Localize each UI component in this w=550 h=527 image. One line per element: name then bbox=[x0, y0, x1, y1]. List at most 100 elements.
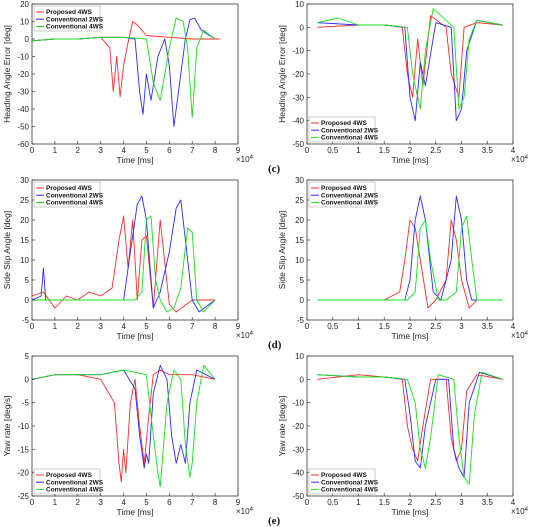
y-tick-label: -30 bbox=[292, 93, 304, 102]
series-line-3 bbox=[317, 8, 503, 110]
x-tick-label: 8 bbox=[213, 146, 218, 155]
y-tick-label: -5 bbox=[297, 316, 305, 325]
y-tick-label: -50 bbox=[292, 492, 304, 501]
y-tick-label: -20 bbox=[292, 422, 304, 431]
x-tick-label: 1 bbox=[53, 498, 58, 507]
y-tick-label: 20 bbox=[295, 216, 304, 225]
legend-box bbox=[33, 5, 101, 32]
x-tick-label: 0 bbox=[30, 322, 35, 331]
x-axis-label: Time [ms] bbox=[117, 507, 154, 517]
legend-label: Conventional 4WS bbox=[46, 24, 104, 31]
series-line-3 bbox=[31, 364, 216, 488]
legend-label: Conventional 4WS bbox=[321, 487, 379, 494]
legend-label: Conventional 4WS bbox=[46, 487, 104, 494]
legend-box bbox=[33, 468, 101, 495]
y-tick-label: 0 bbox=[25, 296, 30, 305]
x-tick-label: 8 bbox=[213, 322, 218, 331]
x-tick-label: 3 bbox=[459, 322, 464, 331]
x-tick-label: 3 bbox=[459, 498, 464, 507]
x-tick-label: 0 bbox=[305, 322, 310, 331]
x-tick-label: 1 bbox=[356, 498, 361, 507]
chart-yaw-left: 0 1 2 3 4 5 6 7 8 9 -25 -20 -15 -10 -5 0 5 ×104 Time [ms] Y… bbox=[2, 352, 254, 517]
y-tick-label: 20 bbox=[20, 0, 29, 9]
legend-box bbox=[308, 468, 376, 495]
x-exponent: ×104 bbox=[511, 331, 529, 340]
x-tick-label: 2.5 bbox=[430, 322, 442, 331]
series-line-1 bbox=[31, 369, 216, 483]
y-tick-label: 0 bbox=[300, 296, 305, 305]
y-tick-label: 5 bbox=[25, 352, 30, 361]
chart-heading-left: 0 1 2 3 4 5 6 7 8 9 -60 -50 -40 -30 -20 -10 0 10 20 ×104 Tim… bbox=[2, 0, 254, 165]
y-tick-label: -40 bbox=[17, 105, 29, 114]
x-axis-label: Time [ms] bbox=[392, 507, 429, 517]
legend-label: Conventional 4WS bbox=[321, 135, 379, 142]
y-tick-label: -20 bbox=[17, 469, 29, 478]
y-tick-label: -5 bbox=[22, 316, 30, 325]
y-tick-label: -5 bbox=[22, 399, 30, 408]
x-tick-label: 0.5 bbox=[327, 322, 339, 331]
x-tick-label: 7 bbox=[190, 498, 195, 507]
legend-label: Conventional 2WS bbox=[321, 127, 379, 134]
y-tick-label: -20 bbox=[17, 70, 29, 79]
x-tick-label: 5 bbox=[144, 146, 149, 155]
y-tick-label: 0 bbox=[25, 35, 30, 44]
x-tick-label: 4 bbox=[121, 146, 126, 155]
x-tick-label: 1 bbox=[53, 322, 58, 331]
x-tick-label: 4 bbox=[121, 498, 126, 507]
legend-label: Conventional 4WS bbox=[46, 200, 104, 207]
x-tick-label: 1.5 bbox=[379, 146, 391, 155]
x-exponent: ×104 bbox=[511, 507, 529, 516]
y-axis-label: Heading Angle Error [deg] bbox=[277, 25, 287, 123]
x-tick-label: 6 bbox=[167, 146, 172, 155]
series-line-1 bbox=[317, 219, 503, 309]
x-axis-label: Time [ms] bbox=[392, 155, 429, 165]
x-axis-label: Time [ms] bbox=[117, 155, 154, 165]
caption-d: (d) bbox=[268, 339, 282, 351]
y-tick-label: -10 bbox=[17, 422, 29, 431]
y-tick-label: 10 bbox=[295, 256, 304, 265]
x-tick-label: 1 bbox=[356, 146, 361, 155]
x-axis-label: Time [ms] bbox=[117, 331, 154, 341]
y-tick-label: 15 bbox=[20, 236, 29, 245]
x-exponent: ×104 bbox=[236, 331, 254, 340]
y-axis-label: Side Slip Angle [deg] bbox=[277, 211, 287, 289]
x-tick-label: 7 bbox=[190, 146, 195, 155]
legend-label: Conventional 2WS bbox=[321, 479, 379, 486]
y-tick-label: 20 bbox=[20, 216, 29, 225]
y-axis-label: Yaw rate [deg/s] bbox=[2, 396, 12, 457]
y-tick-label: -30 bbox=[292, 445, 304, 454]
x-tick-label: 4 bbox=[121, 322, 126, 331]
x-tick-label: 2 bbox=[76, 146, 81, 155]
x-tick-label: 7 bbox=[190, 322, 195, 331]
legend-label: Conventional 2WS bbox=[46, 16, 104, 23]
y-tick-label: 10 bbox=[20, 18, 29, 27]
x-axis-label: Time [ms] bbox=[392, 331, 429, 341]
y-tick-label: 15 bbox=[295, 236, 304, 245]
x-tick-label: 6 bbox=[167, 322, 172, 331]
y-tick-label: 0 bbox=[300, 23, 305, 32]
y-tick-label: -25 bbox=[17, 492, 29, 501]
x-tick-label: 0 bbox=[305, 498, 310, 507]
legend-label: Proposed 4WS bbox=[321, 185, 368, 192]
x-tick-label: 3 bbox=[459, 146, 464, 155]
x-tick-label: 0 bbox=[30, 498, 35, 507]
x-tick-label: 1 bbox=[356, 322, 361, 331]
y-tick-label: 25 bbox=[20, 196, 29, 205]
series-line-3 bbox=[32, 215, 216, 313]
legend-box bbox=[33, 181, 101, 208]
y-tick-label: -20 bbox=[292, 70, 304, 79]
x-tick-label: 2 bbox=[408, 146, 413, 155]
y-tick-label: -10 bbox=[292, 399, 304, 408]
x-exponent: ×104 bbox=[236, 507, 254, 516]
series-line-3 bbox=[31, 17, 216, 119]
x-tick-label: 2 bbox=[76, 498, 81, 507]
y-tick-label: 10 bbox=[20, 256, 29, 265]
x-tick-label: 4 bbox=[511, 146, 516, 155]
y-tick-label: 30 bbox=[20, 176, 29, 185]
y-tick-label: 10 bbox=[295, 0, 304, 9]
chart-slip-right: 0 0.5 1 1.5 2 2.5 3 3.5 4-5051015202530×104Time … bbox=[277, 176, 529, 341]
x-tick-label: 4 bbox=[511, 498, 516, 507]
legend-label: Proposed 4WS bbox=[321, 120, 368, 127]
x-tick-label: 0.5 bbox=[327, 146, 339, 155]
